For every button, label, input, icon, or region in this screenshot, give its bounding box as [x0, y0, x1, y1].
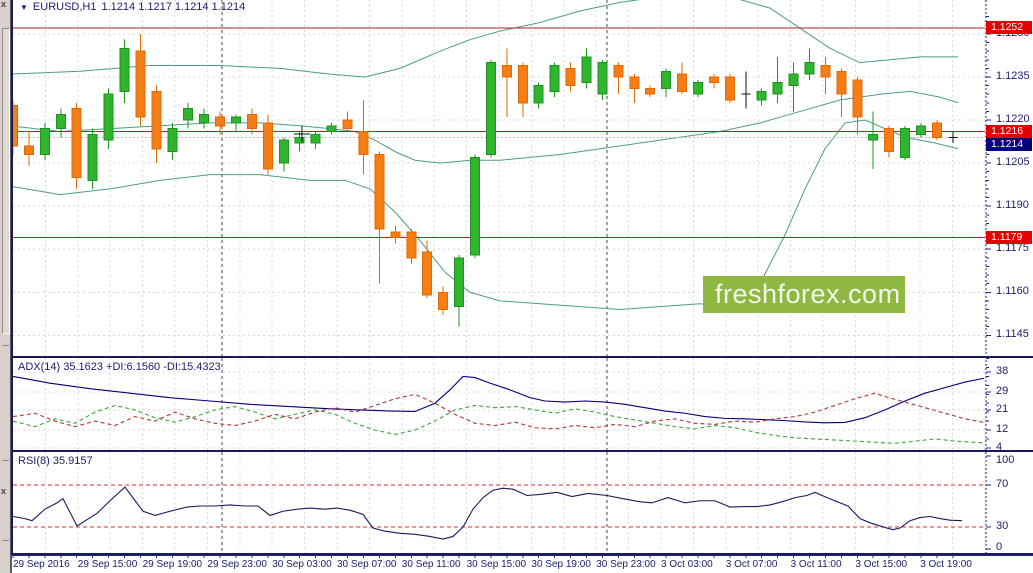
rsi-indicator-label: RSI(8) 35.9157	[18, 455, 93, 467]
current-price-badge: 1.1214	[986, 137, 1032, 151]
adx-axis-label: 12	[996, 422, 1009, 435]
price-axis-label: 1.1145	[996, 328, 1029, 341]
time-axis-label: 29 Sep 19:00	[142, 559, 203, 570]
symbol-bar: ▼ EURUSD,H1 1.1214 1.1217 1.1214 1.1214	[20, 1, 245, 13]
price-alert-badge: 1.1252	[986, 21, 1032, 35]
chevron-down-icon[interactable]: ▼	[20, 2, 28, 12]
adx-axis-label: 21	[996, 402, 1009, 415]
time-axis-label: 30 Sep 03:00	[272, 559, 332, 570]
adx-axis-label: 4	[996, 440, 1003, 453]
close-icon[interactable]: x	[1, 0, 7, 9]
time-axis-label: 29 Sep 15:00	[77, 559, 138, 570]
time-axis-label: 3 Oct 11:00	[790, 559, 842, 570]
time-axis-label: 3 Oct 15:00	[855, 559, 908, 570]
time-axis-label: 3 Oct 07:00	[725, 559, 778, 570]
rsi-axis-label: 0	[996, 541, 1003, 553]
price-axis-label: 1.1220	[996, 113, 1030, 126]
symbol-quotes: 1.1214 1.1217 1.1214 1.1214	[101, 1, 246, 13]
close-icon[interactable]: x	[1, 486, 7, 496]
time-axis-label: 30 Sep 07:00	[337, 559, 397, 570]
price-alert-badge: 1.1216	[986, 124, 1032, 138]
rsi-axis-label: 100	[996, 454, 1015, 466]
price-axis-label: 1.1175	[996, 242, 1029, 255]
time-axis-label: 30 Sep 19:00	[531, 559, 591, 570]
adx-axis-label: 29	[996, 385, 1009, 398]
time-axis-label: 3 Oct 19:00	[920, 559, 972, 570]
scrollbar[interactable]	[2, 28, 10, 334]
time-axis-label: 29 Sep 2016	[13, 559, 70, 570]
time-axis-label: 29 Sep 23:00	[207, 559, 267, 570]
price-axis-label: 1.1190	[996, 199, 1029, 212]
time-axis-label: 30 Sep 23:00	[596, 559, 656, 570]
time-axis-label: 30 Sep 11:00	[401, 559, 461, 570]
price-axis-label: 1.1235	[996, 70, 1030, 82]
divider	[2, 540, 9, 541]
price-axis-label: 1.1160	[996, 285, 1029, 298]
time-axis-label: 30 Sep 15:00	[466, 559, 527, 570]
divider	[2, 460, 9, 461]
symbol-title: EURUSD,H1	[32, 1, 97, 13]
time-axis-label: 3 Oct 03:00	[661, 559, 713, 570]
price-axis-label: 1.1205	[996, 156, 1030, 169]
rsi-axis-label: 70	[996, 478, 1009, 490]
broker-watermark: freshforex.com	[703, 276, 905, 313]
divider	[2, 345, 9, 346]
price-alert-badge: 1.1179	[986, 230, 1032, 244]
rsi-axis-label: 30	[996, 520, 1009, 532]
adx-indicator-label: ADX(14) 35.1623 +DI:6.1560 -DI:15.4323	[18, 361, 221, 373]
adx-axis-label: 38	[996, 365, 1009, 377]
